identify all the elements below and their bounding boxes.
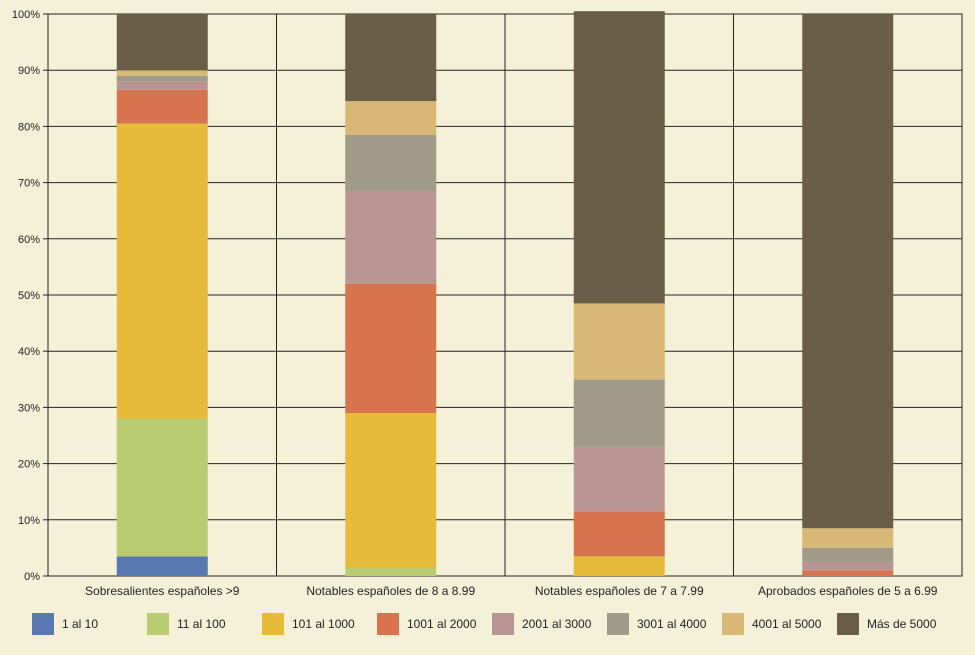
bar-segment[interactable] xyxy=(802,547,894,562)
bar-segment[interactable] xyxy=(116,70,208,76)
y-tick-label: 0% xyxy=(24,571,40,583)
bar-segment[interactable] xyxy=(573,11,665,304)
legend-label: Más de 5000 xyxy=(867,617,937,631)
bar-segment[interactable] xyxy=(116,14,208,71)
legend: 1 al 10 11 al 100 101 al 1000 1001 al 2000 2… xyxy=(32,613,937,635)
bar-segment[interactable] xyxy=(116,418,208,557)
bar-segment[interactable] xyxy=(802,570,894,576)
y-tick-label: 30% xyxy=(18,402,40,414)
axes: 0% 10% 20% 30% 40% 50% 60% 70% 80% 90% 100% Sobresa… xyxy=(12,9,938,598)
bar-segment[interactable] xyxy=(116,89,208,124)
x-tick-label: Notables españoles de 8 a 8.99 xyxy=(306,584,475,598)
legend-label: 1 al 10 xyxy=(62,617,98,631)
legend-swatch xyxy=(262,613,284,635)
legend-swatch xyxy=(32,613,54,635)
legend-label: 1001 al 2000 xyxy=(407,617,477,631)
bar-segment[interactable] xyxy=(345,413,437,568)
x-tick-label: Sobresalientes españoles >9 xyxy=(85,584,240,598)
bar-segment[interactable] xyxy=(345,14,437,102)
bar-segment[interactable] xyxy=(802,528,894,548)
bar-segment[interactable] xyxy=(573,379,665,447)
legend-swatch xyxy=(377,613,399,635)
legend-label: 11 al 100 xyxy=(177,617,226,631)
legend-swatch xyxy=(722,613,744,635)
bar-segment[interactable] xyxy=(345,134,437,192)
bar-segment[interactable] xyxy=(116,81,208,90)
legend-swatch xyxy=(607,613,629,635)
bar-segment[interactable] xyxy=(573,446,665,512)
bar-segment[interactable] xyxy=(116,123,208,419)
legend-swatch xyxy=(837,613,859,635)
y-tick-label: 70% xyxy=(18,178,40,190)
x-tick-label: Aprobados españoles de 5 a 6.99 xyxy=(758,584,938,598)
y-tick-label: 100% xyxy=(12,9,40,21)
bar-segment[interactable] xyxy=(573,556,665,576)
y-tick-label: 40% xyxy=(18,346,40,358)
bar-segment[interactable] xyxy=(345,191,437,284)
legend-swatch xyxy=(492,613,514,635)
legend-label: 4001 al 5000 xyxy=(752,617,822,631)
bar-segment[interactable] xyxy=(345,101,437,135)
y-tick-label: 50% xyxy=(18,290,40,302)
bars xyxy=(116,11,894,576)
y-tick-label: 80% xyxy=(18,121,40,133)
legend-swatch xyxy=(147,613,169,635)
bar-segment[interactable] xyxy=(345,283,437,414)
bar-segment[interactable] xyxy=(802,14,894,529)
bar-segment[interactable] xyxy=(573,303,665,380)
x-tick-label: Notables españoles de 7 a 7.99 xyxy=(535,584,704,598)
bar-segment[interactable] xyxy=(116,75,208,82)
y-tick-label: 10% xyxy=(18,515,40,527)
bar-segment[interactable] xyxy=(345,567,437,576)
legend-label: 101 al 1000 xyxy=(292,617,355,631)
legend-label: 2001 al 3000 xyxy=(522,617,592,631)
bar-segment[interactable] xyxy=(802,561,894,571)
y-tick-label: 20% xyxy=(18,459,40,471)
legend-label: 3001 al 4000 xyxy=(637,617,707,631)
y-tick-label: 90% xyxy=(18,65,40,77)
bar-segment[interactable] xyxy=(116,556,208,576)
bar-segment[interactable] xyxy=(573,511,665,557)
y-tick-label: 60% xyxy=(18,234,40,246)
